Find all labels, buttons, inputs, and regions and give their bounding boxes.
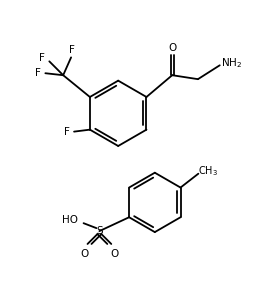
Text: F: F (69, 46, 75, 56)
Text: F: F (40, 53, 45, 63)
Text: O: O (110, 249, 118, 259)
Text: O: O (81, 249, 89, 259)
Text: S: S (96, 226, 103, 236)
Text: O: O (168, 43, 176, 54)
Text: CH$_3$: CH$_3$ (198, 164, 218, 178)
Text: NH$_2$: NH$_2$ (221, 56, 242, 70)
Text: HO: HO (62, 215, 78, 225)
Text: F: F (35, 68, 41, 78)
Text: F: F (64, 127, 70, 137)
